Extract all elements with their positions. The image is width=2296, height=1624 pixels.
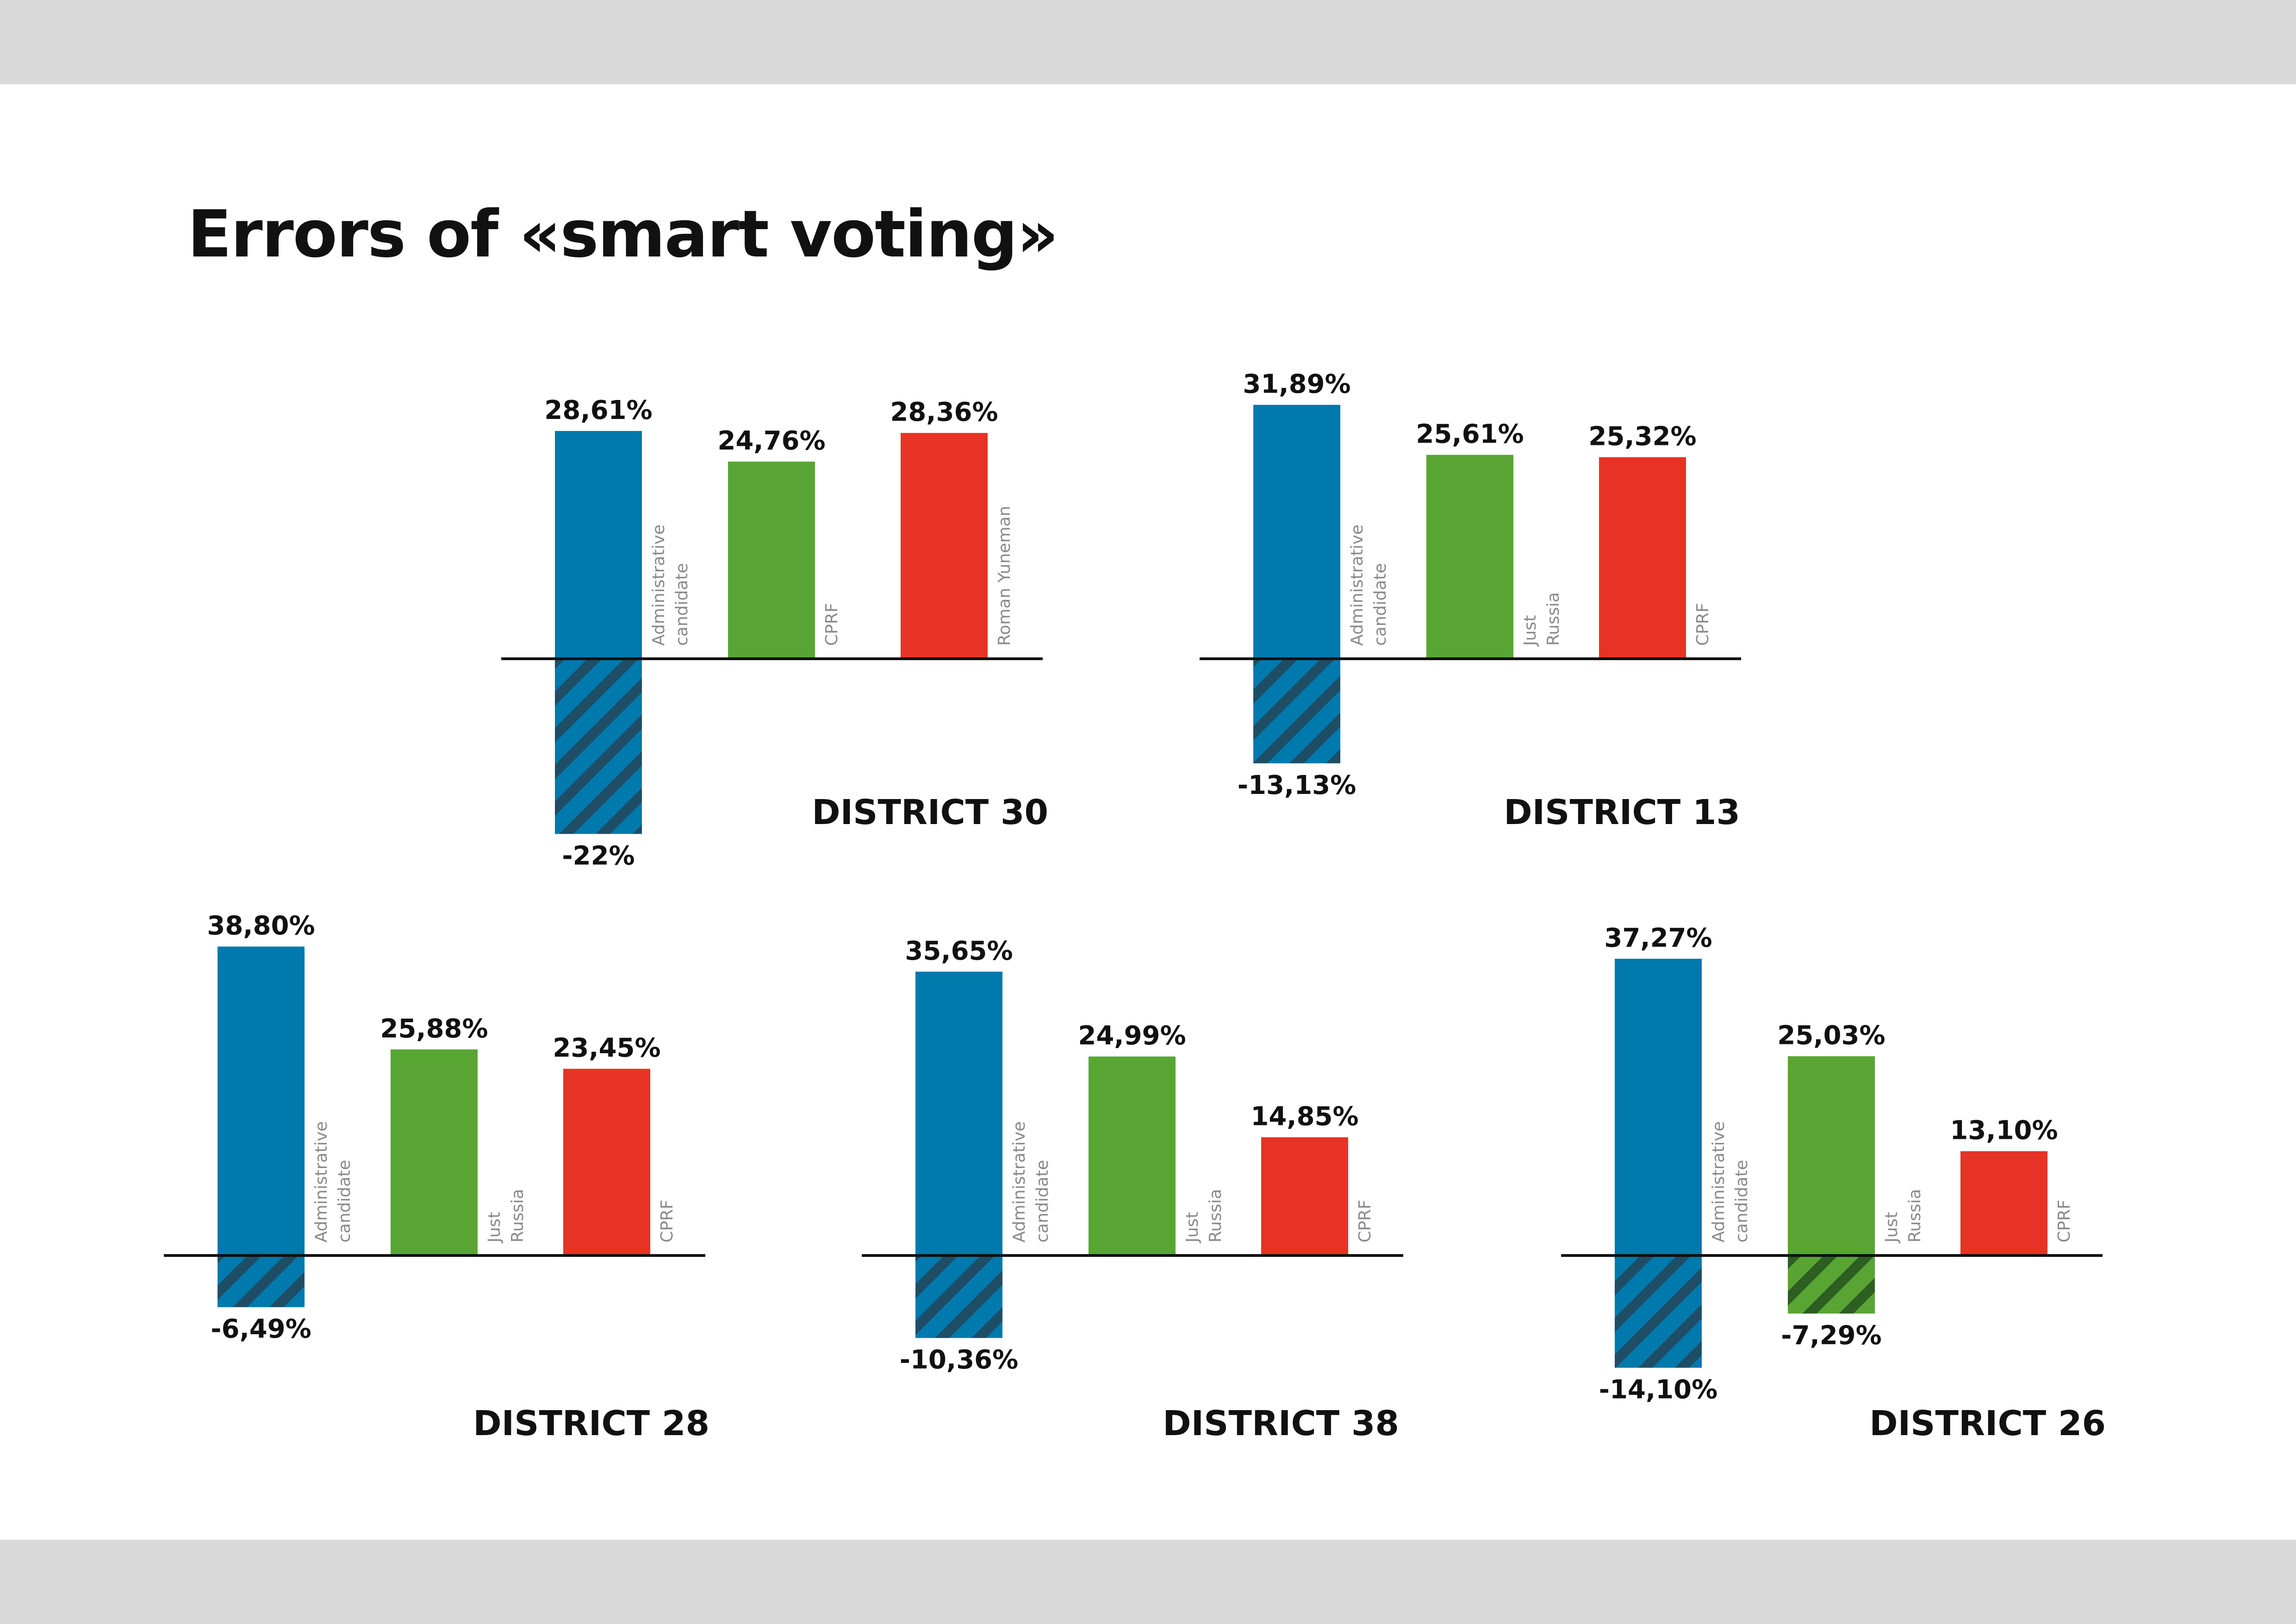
bar (1253, 405, 1340, 659)
district-title: DISTRICT 13 (1504, 793, 1740, 832)
bar (1261, 1137, 1348, 1255)
negative-value-label: -13,13% (1238, 770, 1356, 800)
bar (218, 946, 305, 1255)
negative-bar (915, 1255, 1002, 1338)
page-title: Errors of «smart voting» (187, 197, 1058, 272)
category-label: Just Russia (1882, 1189, 1924, 1243)
category-label: Roman Yuneman (995, 506, 1014, 646)
category-label: Just Russia (485, 1189, 527, 1243)
bar (728, 462, 815, 659)
bar (1960, 1151, 2047, 1255)
bar (1089, 1056, 1176, 1255)
category-label: Administrative candidate (312, 1121, 354, 1243)
bar (915, 971, 1002, 1255)
negative-bar (1615, 1255, 1702, 1368)
bar (901, 433, 988, 659)
bar (563, 1068, 650, 1255)
value-label: 25,32% (1588, 421, 1696, 451)
negative-bar (1253, 659, 1340, 763)
value-label: 28,36% (890, 397, 998, 427)
value-label: 24,76% (717, 426, 825, 456)
negative-value-label: -10,36% (900, 1345, 1018, 1375)
category-label: Just Russia (1183, 1189, 1225, 1243)
category-label: CPRF (1356, 1199, 1375, 1243)
top-band (0, 0, 2296, 84)
negative-value-label: -22% (562, 841, 635, 871)
negative-bar (218, 1255, 305, 1307)
bar (1788, 1056, 1875, 1255)
negative-value-label: -7,29% (1781, 1320, 1882, 1350)
district-chart: 28,61% Administrative candidate 24,76% CPRF 2… (501, 395, 1048, 871)
bar (1599, 457, 1686, 659)
value-label: 31,89% (1243, 369, 1350, 399)
value-label: 13,10% (1950, 1116, 2058, 1146)
district-chart: 38,80% Administrative candidate 25,88% Just R… (164, 911, 709, 1443)
bar (555, 431, 642, 659)
district-title: DISTRICT 26 (1869, 1404, 2106, 1443)
district-title: DISTRICT 38 (1163, 1404, 1399, 1443)
district-title: DISTRICT 28 (473, 1404, 709, 1443)
value-label: 25,88% (380, 1014, 488, 1044)
value-label: 35,65% (905, 936, 1013, 966)
district-chart: 37,27% Administrative candidate 25,03% Just R… (1561, 923, 2106, 1443)
district-chart: 31,89% Administrative candidate 25,61% Just R… (1200, 369, 1741, 832)
negative-value-label: -6,49% (211, 1314, 311, 1344)
bar (1426, 455, 1513, 659)
category-label: Administrative candidate (1348, 525, 1390, 646)
district-title: DISTRICT 30 (812, 793, 1048, 832)
category-label: Administrative candidate (1010, 1121, 1052, 1243)
value-label: 38,80% (207, 911, 315, 941)
value-label: 23,45% (553, 1033, 660, 1063)
category-label: CPRF (658, 1199, 677, 1243)
category-label: CPRF (2055, 1199, 2074, 1243)
category-label: CPRF (822, 603, 841, 646)
negative-bar (1788, 1255, 1875, 1314)
bar (1615, 958, 1702, 1255)
bar (391, 1049, 478, 1255)
category-label: Just Russia (1521, 592, 1563, 647)
value-label: 28,61% (544, 395, 652, 425)
value-label: 37,27% (1604, 923, 1712, 953)
district-chart: 35,65% Administrative candidate 24,99% Just R… (862, 936, 1403, 1443)
negative-value-label: -14,10% (1599, 1375, 1717, 1405)
category-label: Administrative candidate (1709, 1121, 1751, 1243)
category-label: Administrative candidate (649, 525, 691, 646)
value-label: 24,99% (1078, 1021, 1186, 1051)
value-label: 14,85% (1251, 1102, 1358, 1132)
value-label: 25,61% (1416, 419, 1524, 450)
negative-bar (555, 659, 642, 834)
category-label: CPRF (1693, 603, 1712, 646)
bottom-band (0, 1540, 2296, 1624)
value-label: 25,03% (1777, 1020, 1885, 1050)
